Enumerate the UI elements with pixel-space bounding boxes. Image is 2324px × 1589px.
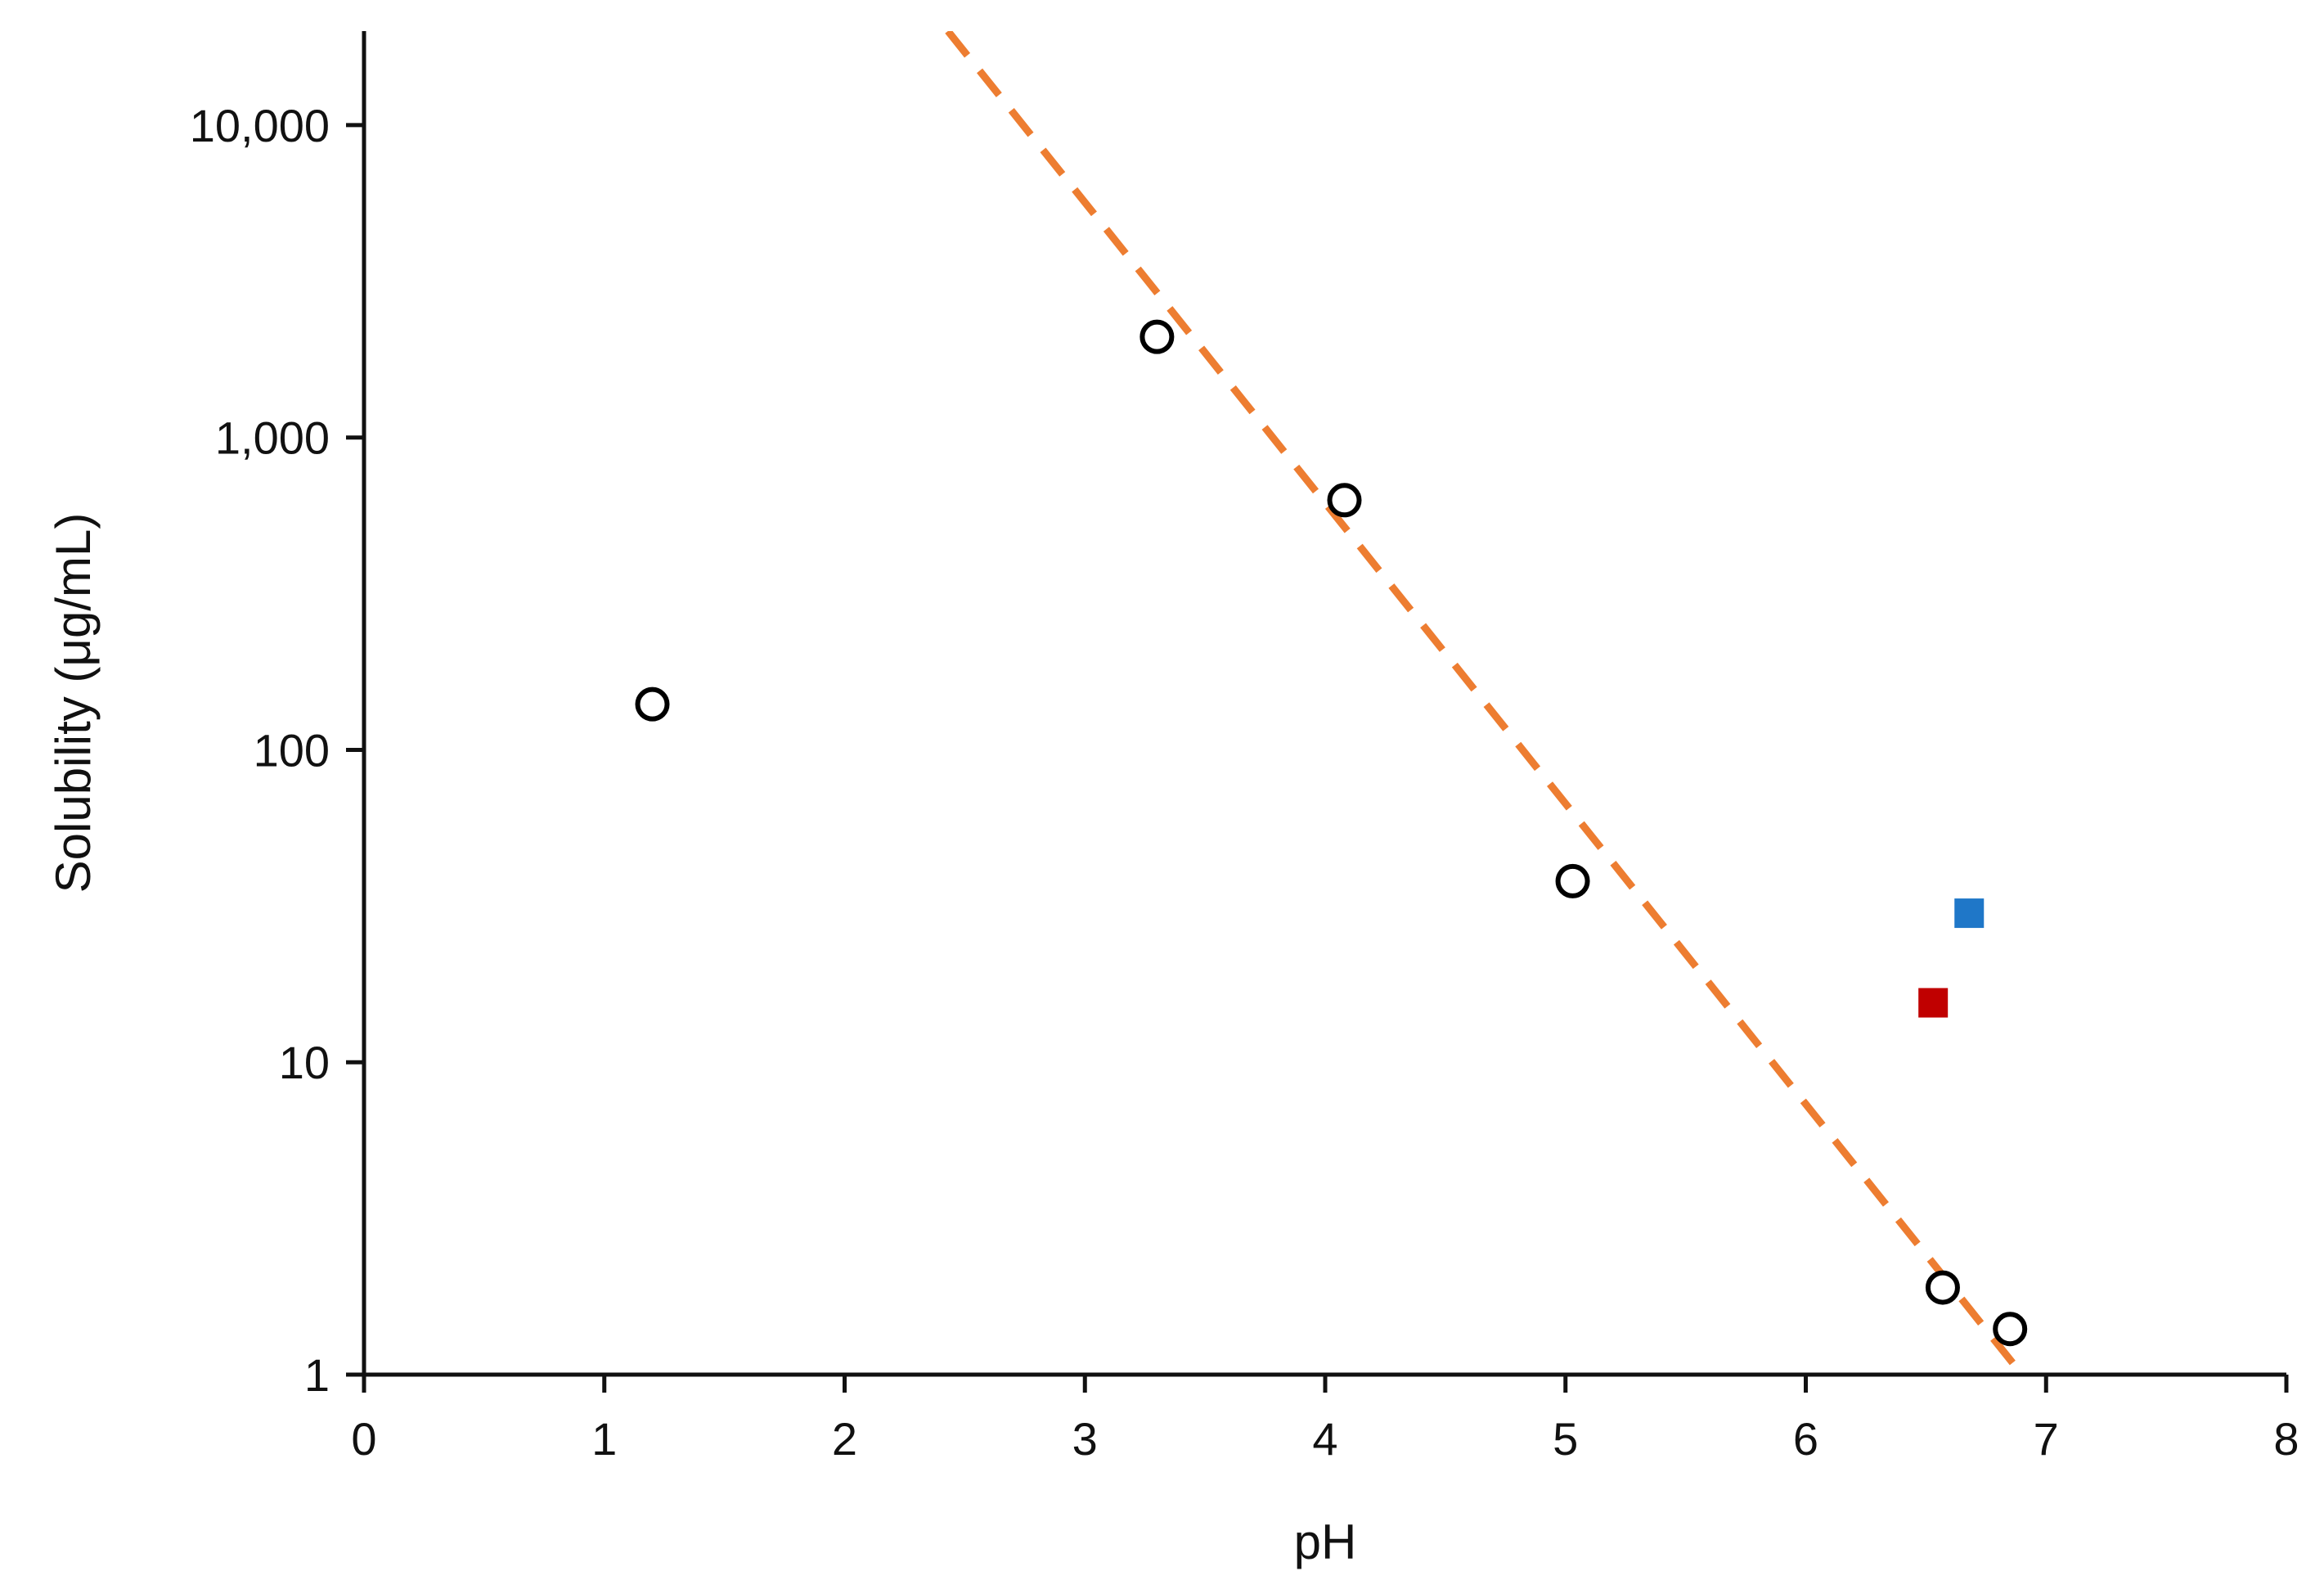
data-point-square <box>1918 988 1949 1018</box>
data-point-circle <box>1140 319 1175 354</box>
data-point-circle <box>1555 863 1590 898</box>
x-axis-title: pH <box>1294 1515 1357 1569</box>
x-tick-label: 2 <box>832 1413 857 1465</box>
x-tick-label: 6 <box>1793 1413 1818 1465</box>
x-tick-label: 1 <box>591 1413 617 1465</box>
data-point-square <box>1954 898 1985 929</box>
y-tick-label: 10 <box>279 1037 330 1088</box>
trend-line <box>945 31 2025 1375</box>
x-tick-label: 5 <box>1553 1413 1578 1465</box>
data-point-circle <box>635 686 670 722</box>
plot-area <box>635 31 2028 1375</box>
x-tick-label: 8 <box>2273 1413 2299 1465</box>
y-axis-title: Solubility (μg/mL) <box>46 513 101 894</box>
x-tick-label: 7 <box>2034 1413 2059 1465</box>
y-tick-label: 1,000 <box>215 412 330 464</box>
x-tick-label: 3 <box>1072 1413 1098 1465</box>
data-point-circle <box>1327 483 1362 518</box>
y-tick-label: 10,000 <box>190 100 330 151</box>
y-tick-label: 100 <box>254 724 330 776</box>
x-ticks: 0 1 2 3 4 5 6 7 8 <box>351 1375 2299 1465</box>
data-point-circle <box>1993 1312 2028 1347</box>
data-point-circle <box>1925 1270 1960 1305</box>
y-ticks: 1 10 100 1,000 10,000 <box>190 100 364 1401</box>
y-tick-label: 1 <box>304 1349 330 1401</box>
x-tick-label: 0 <box>351 1413 376 1465</box>
x-tick-label: 4 <box>1312 1413 1337 1465</box>
